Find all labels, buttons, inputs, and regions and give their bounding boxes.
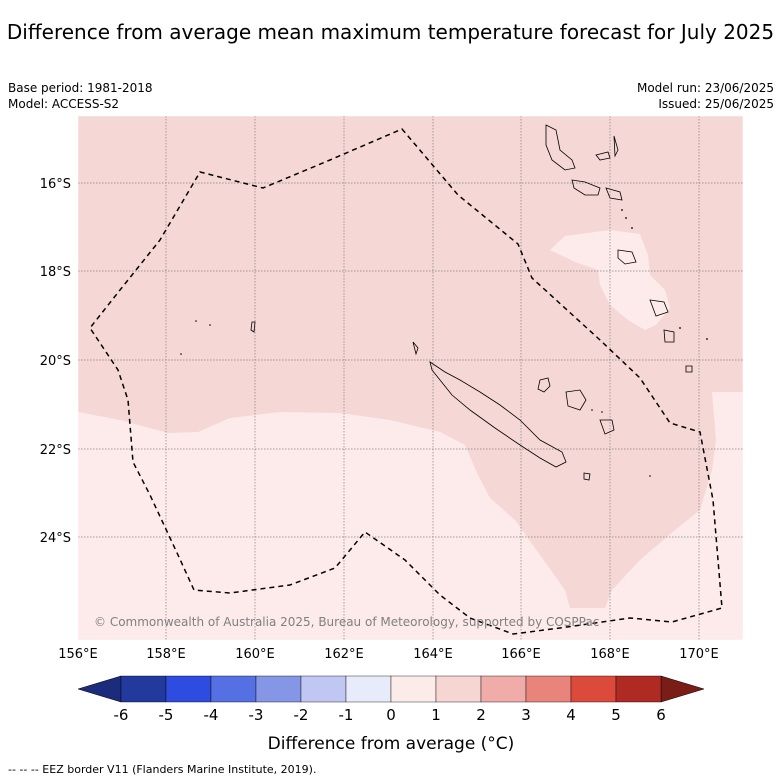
anomaly-band-0-1-south (78, 392, 743, 640)
lon-label: 166°E (501, 647, 541, 662)
issued-date: Issued: 25/06/2025 (658, 97, 774, 111)
vanuatu-espiritu-santo (545, 124, 576, 171)
belep-islet (412, 341, 419, 356)
model-name: Model: ACCESS-S2 (8, 97, 120, 111)
longitude-labels: 156°E 158°E 160°E 162°E 164°E 166°E 168°… (58, 647, 719, 662)
latitude-labels: 16°S 18°S 20°S 22°S 24°S (40, 177, 71, 546)
lon-label: 156°E (58, 647, 98, 662)
base-period: Base period: 1981-2018 (8, 81, 153, 95)
colorbar-tick-label: 1 (431, 706, 441, 724)
colorbar-segment (345, 675, 392, 703)
lon-label: 162°E (324, 647, 364, 662)
map-plot-area: © Commonwealth of Australia 2025, Bureau… (77, 115, 744, 641)
small-islets (180, 209, 708, 477)
colorbar-over-arrow (660, 675, 705, 703)
lon-label: 168°E (590, 647, 630, 662)
colorbar-ticks: -6 -5 -4 -3 -2 -1 0 1 2 3 4 5 6 (114, 706, 666, 724)
loyalty-ouvea (537, 377, 551, 393)
vanuatu-erromango (649, 299, 669, 317)
lon-label: 170°E (679, 647, 719, 662)
colorbar-segment (120, 675, 167, 703)
model-run: Model run: 23/06/2025 (636, 81, 774, 95)
map-title: Difference from average mean maximum tem… (6, 20, 775, 44)
colorbar-segment (165, 675, 212, 703)
map-frame (77, 115, 744, 641)
vanuatu-island-3 (613, 135, 619, 158)
colorbar-tick-label: -1 (339, 706, 354, 724)
copyright-credit: © Commonwealth of Australia 2025, Bureau… (94, 615, 599, 629)
new-caledonia-coast (429, 361, 567, 468)
meta-right: Model run: 23/06/2025 Issued: 25/06/2025 (637, 80, 774, 112)
colorbar-under-arrow (77, 675, 122, 703)
colorbar-tick-label: -2 (294, 706, 309, 724)
colorbar-tick-label: -6 (114, 706, 129, 724)
colorbar-label: Difference from average (°C) (268, 734, 515, 754)
colorbar-tick-label: -3 (249, 706, 264, 724)
colorbar-tick-label: 0 (386, 706, 396, 724)
coastlines (250, 124, 693, 481)
loyalty-lifou (565, 389, 587, 411)
gridlines (78, 116, 743, 640)
colorbar-segment (615, 675, 662, 703)
colorbar-segment (255, 675, 302, 703)
vanuatu-malakula (571, 179, 601, 196)
lat-label: 16°S (40, 177, 71, 192)
lat-label: 22°S (40, 443, 71, 458)
lon-label: 160°E (235, 647, 275, 662)
colorbar-segment (390, 675, 437, 703)
colorbar-segments (120, 675, 662, 703)
colorbar-tick-label: 5 (611, 706, 621, 724)
vanuatu-efate (617, 249, 637, 265)
anomaly-band-0-1-north (550, 230, 670, 330)
colorbar-tick-label: 6 (656, 706, 666, 724)
eez-border (89, 128, 723, 635)
colorbar-segment (300, 675, 347, 703)
isle-of-pines (583, 472, 591, 481)
meta-left: Base period: 1981-2018 Model: ACCESS-S2 (8, 80, 153, 112)
loyalty-mare (599, 419, 615, 435)
colorbar-tick-label: 3 (521, 706, 531, 724)
vanuatu-aneityum (685, 365, 693, 373)
colorbar-segment (570, 675, 617, 703)
colorbar-segment (210, 675, 257, 703)
colorbar: -6 -5 -4 -3 -2 -1 0 1 2 3 4 5 6 Difference from aver… (77, 675, 705, 754)
colorbar-tick-label: 2 (476, 706, 486, 724)
lon-label: 164°E (413, 647, 453, 662)
colorbar-segment (525, 675, 572, 703)
lon-label: 158°E (146, 647, 186, 662)
vanuatu-island-5 (605, 187, 623, 201)
reef-islet-1 (250, 321, 256, 333)
lat-label: 20°S (40, 354, 71, 369)
colorbar-tick-label: 4 (566, 706, 576, 724)
colorbar-segment (480, 675, 527, 703)
eez-legend-footer: -- -- -- EEZ border V11 (Flanders Marine… (8, 763, 317, 776)
colorbar-segment (435, 675, 482, 703)
lat-label: 24°S (40, 531, 71, 546)
colorbar-tick-label: -4 (204, 706, 219, 724)
colorbar-tick-label: -5 (159, 706, 174, 724)
vanuatu-island-2 (595, 151, 611, 161)
vanuatu-tanna (663, 329, 675, 343)
lat-label: 18°S (40, 265, 71, 280)
